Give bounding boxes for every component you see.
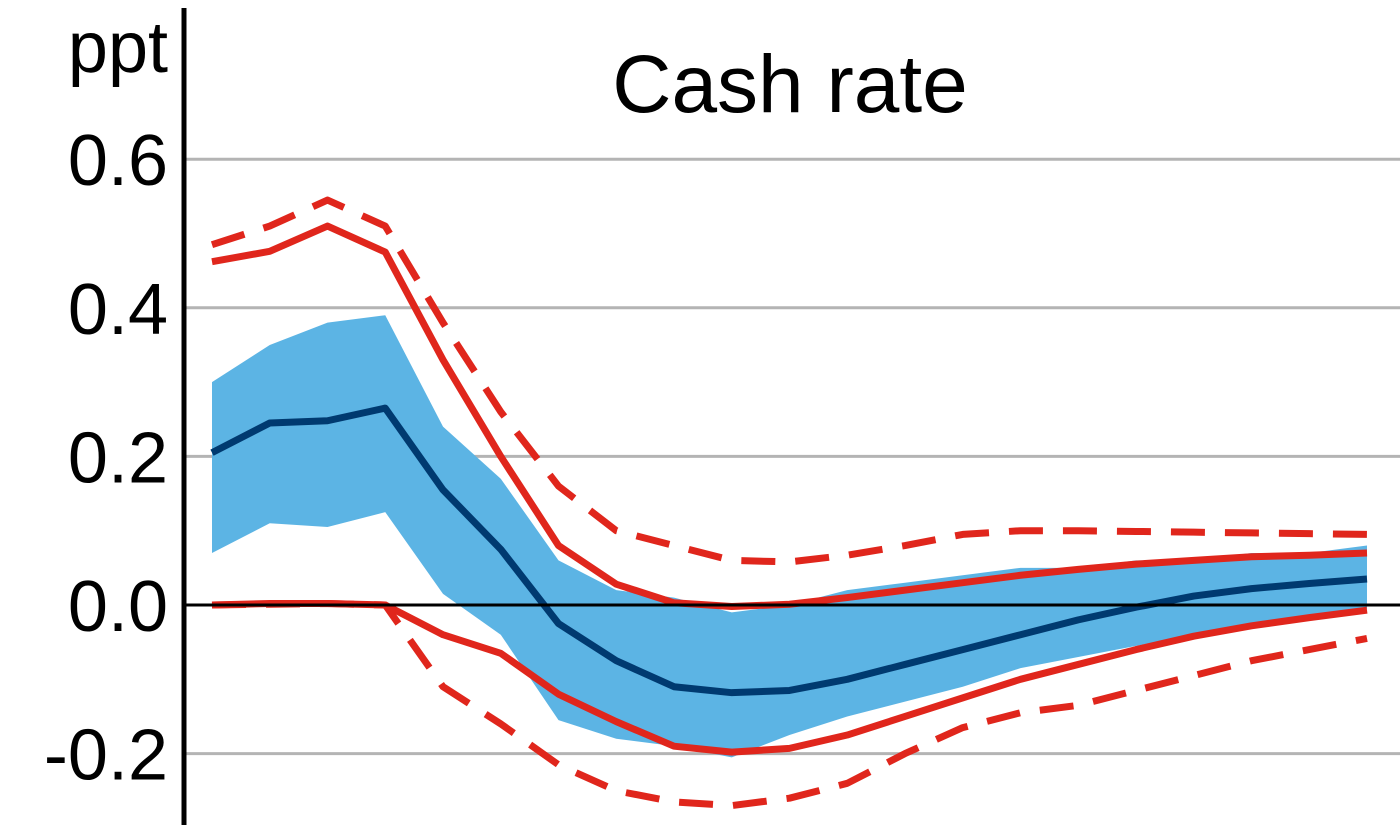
y-tick-label-0.0: 0.0	[68, 567, 168, 647]
central-estimate-line	[210, 404, 1368, 697]
confidence-band-layer	[212, 315, 1367, 758]
y-tick-label-0.2: 0.2	[68, 418, 168, 498]
chart-title: Cash rate	[612, 39, 968, 130]
confidence-band	[212, 315, 1367, 758]
axes	[181, 8, 1400, 825]
y-tick-label-0.6: 0.6	[68, 121, 168, 201]
y-tick-label-0.4: 0.4	[68, 270, 168, 350]
tick-labels: -0.2 0.0 0.2 0.4 0.6	[44, 121, 168, 795]
y-axis-unit-label: ppt	[68, 8, 168, 88]
lower-interval-solid-line	[211, 600, 1368, 756]
upper-interval-dashed-line	[210, 196, 1368, 566]
lower-interval-dashed-line	[211, 600, 1368, 810]
y-tick-label--0.2: -0.2	[44, 716, 168, 796]
